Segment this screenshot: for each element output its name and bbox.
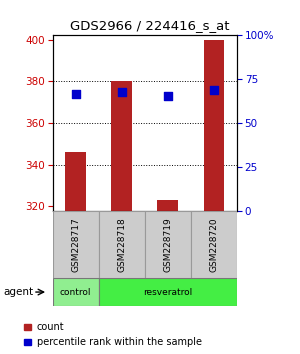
Text: GSM228718: GSM228718 [117, 217, 126, 272]
Text: GDS2966 / 224416_s_at: GDS2966 / 224416_s_at [70, 19, 230, 33]
Point [73, 91, 78, 97]
Bar [204, 40, 224, 211]
Bar [145, 211, 191, 278]
Bar [111, 81, 132, 211]
Bar [99, 278, 237, 306]
Text: GSM228719: GSM228719 [163, 217, 172, 272]
Bar [158, 200, 178, 211]
Bar [99, 211, 145, 278]
Bar [191, 211, 237, 278]
Bar [65, 152, 86, 211]
Text: control: control [60, 287, 91, 297]
Bar [52, 211, 99, 278]
Text: GSM228720: GSM228720 [209, 217, 218, 272]
Text: agent: agent [3, 287, 33, 297]
Point [165, 93, 170, 99]
Text: count: count [37, 322, 64, 332]
Point [119, 89, 124, 95]
Text: GSM228717: GSM228717 [71, 217, 80, 272]
Bar [52, 278, 99, 306]
Point [212, 87, 216, 92]
Text: percentile rank within the sample: percentile rank within the sample [37, 337, 202, 347]
Text: resveratrol: resveratrol [143, 287, 192, 297]
